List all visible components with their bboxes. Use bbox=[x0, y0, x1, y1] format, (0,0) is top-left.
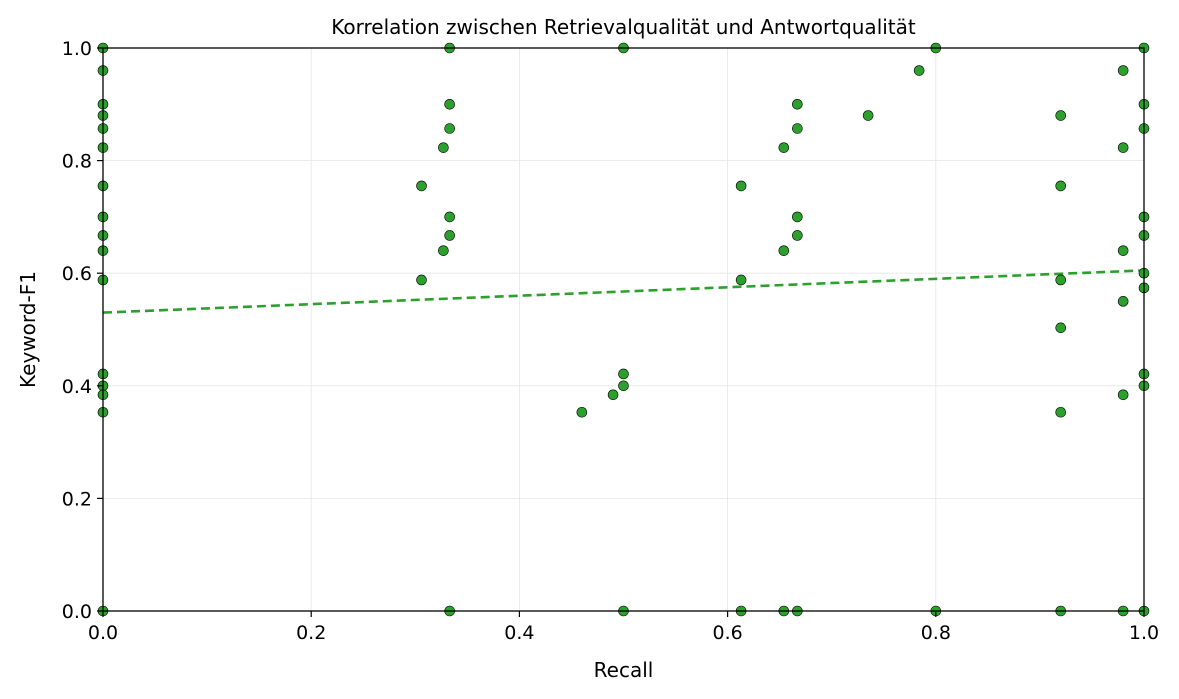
scatter-point bbox=[792, 123, 803, 134]
scatter-point bbox=[1117, 389, 1129, 401]
y-tick-label: 0.4 bbox=[62, 376, 92, 398]
y-tick-label: 0.6 bbox=[62, 263, 92, 285]
x-axis-label: Recall bbox=[594, 658, 654, 682]
scatter-point bbox=[438, 142, 449, 153]
scatter-point bbox=[1117, 142, 1129, 153]
trend-line bbox=[102, 269, 1145, 314]
scatter-point bbox=[1117, 245, 1129, 256]
x-tick-label: 0.0 bbox=[88, 622, 118, 644]
scatter-point bbox=[778, 245, 790, 256]
y-axis-label: Keyword-F1 bbox=[16, 271, 40, 388]
plot-frame bbox=[102, 47, 1145, 612]
plot-background bbox=[103, 48, 1144, 611]
scatter-point bbox=[1055, 322, 1067, 334]
x-tick-label: 0.6 bbox=[712, 622, 742, 644]
scatter-point bbox=[444, 123, 455, 134]
scatter-point bbox=[416, 180, 427, 192]
scatter-point bbox=[862, 110, 874, 121]
x-tick-label: 0.4 bbox=[504, 622, 534, 644]
scatter-point bbox=[1055, 406, 1067, 418]
scatter-point bbox=[618, 368, 629, 380]
scatter-point bbox=[444, 211, 455, 223]
x-tick-label: 0.2 bbox=[296, 622, 326, 644]
scatter-point bbox=[735, 274, 747, 286]
scatter-point bbox=[1055, 274, 1067, 286]
scatter-point bbox=[576, 406, 588, 418]
chart-title: Korrelation zwischen Retrievalqualität u… bbox=[331, 15, 916, 39]
scatter-point bbox=[1055, 110, 1067, 121]
y-tick-label: 0.2 bbox=[62, 488, 92, 510]
x-tick-label: 0.8 bbox=[921, 622, 951, 644]
scatter-point bbox=[792, 99, 803, 110]
scatter-point bbox=[618, 380, 629, 392]
x-tick-label: 1.0 bbox=[1129, 622, 1159, 644]
scatter-point bbox=[416, 274, 427, 286]
scatter-point bbox=[778, 142, 790, 153]
trend-line-group bbox=[102, 269, 1145, 314]
scatter-point bbox=[438, 245, 449, 256]
scatter-point bbox=[444, 99, 455, 110]
scatter-point bbox=[607, 389, 619, 401]
x-axis-ticks: 0.0 0.2 0.4 0.6 0.8 1.0 bbox=[88, 611, 1159, 644]
y-tick-label: 1.0 bbox=[62, 38, 92, 60]
scatter-point bbox=[1117, 296, 1129, 307]
scatter-point bbox=[913, 65, 925, 76]
scatter-point bbox=[444, 230, 455, 241]
y-tick-label: 0.8 bbox=[62, 151, 92, 173]
scatter-point bbox=[1055, 180, 1067, 192]
y-axis-ticks: 0.0 0.2 0.4 0.6 0.8 1.0 bbox=[62, 38, 103, 623]
scatter-point bbox=[1117, 65, 1129, 76]
scatter-point bbox=[792, 211, 803, 223]
scatter-point bbox=[735, 180, 747, 192]
y-tick-label: 0.0 bbox=[62, 601, 92, 623]
scatter-point bbox=[792, 230, 803, 241]
data-points bbox=[97, 42, 1150, 617]
